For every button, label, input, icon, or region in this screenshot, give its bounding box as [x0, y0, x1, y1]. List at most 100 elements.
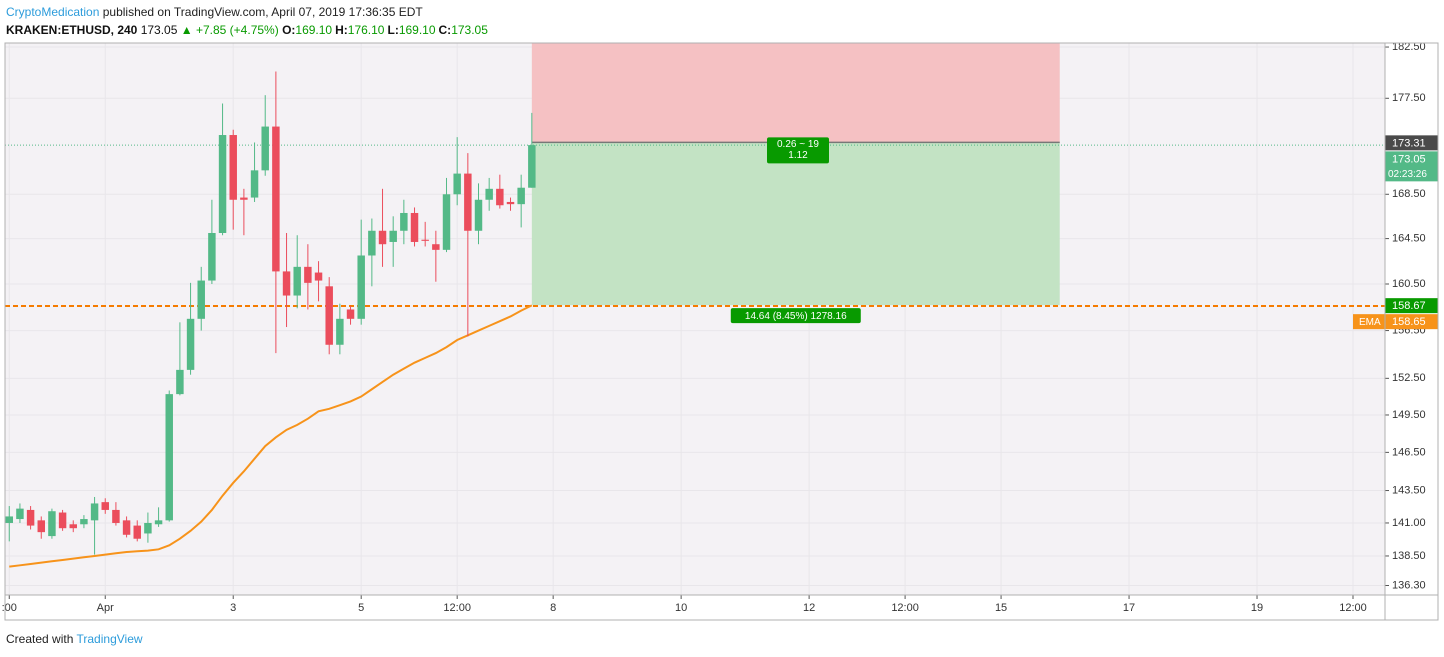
ohlc-value: 176.10 [347, 23, 385, 37]
footer: Created with TradingView [6, 632, 143, 646]
candle-body [410, 212, 419, 242]
x-tick-label: 12:00 [443, 602, 471, 614]
y-tick-label: 138.50 [1392, 550, 1426, 562]
candle-body [432, 244, 440, 250]
candle-body [37, 520, 45, 533]
x-tick-label: Apr [97, 602, 114, 614]
target-zone [531, 142, 1060, 306]
entry-label: 0.26 ~ 19 [777, 139, 819, 150]
candle-body [5, 516, 13, 523]
ohlc-value: 169.10 [398, 23, 436, 37]
price-label: 173.05 [1392, 153, 1426, 165]
candle-body [154, 520, 163, 525]
target-label: 14.64 (8.45%) 1278.16 [745, 311, 847, 322]
created-with: Created with [6, 632, 74, 646]
candle-body [378, 230, 387, 245]
candle-body [485, 188, 493, 200]
change: +7.85 (+4.75%) [195, 23, 279, 37]
author[interactable]: CryptoMedication [6, 5, 100, 19]
frame [4, 42, 1439, 621]
y-tick-label: 146.50 [1392, 446, 1426, 458]
y-tick-label: 141.00 [1392, 517, 1426, 529]
candle-body [58, 512, 67, 529]
y-tick-label: 164.50 [1392, 233, 1426, 245]
x-tick-label: :00 [2, 602, 17, 614]
stop-zone [531, 43, 1060, 143]
ohlc-value: 169.10 [295, 23, 333, 37]
ohlc: O:169.10 H:176.10 L:169.10 C:173.05 [282, 23, 491, 37]
countdown: 02:23:26 [1388, 169, 1427, 180]
candle-body [69, 524, 77, 529]
x-tick-label: 8 [550, 602, 556, 614]
price-label: 173.31 [1392, 137, 1426, 149]
candle-body [282, 271, 291, 296]
candle-body [464, 173, 472, 231]
candle-body [400, 212, 408, 231]
brand[interactable]: TradingView [76, 632, 143, 646]
candle-body [250, 170, 259, 198]
x-tick-label: 12:00 [891, 602, 919, 614]
candle-body [506, 201, 515, 205]
x-tick-label: 12 [803, 602, 815, 614]
up-arrow: ▲ [180, 23, 193, 37]
y-tick-label: 149.50 [1392, 409, 1426, 421]
ohlc-name: H: [335, 23, 348, 37]
candle-body [218, 135, 227, 233]
y-tick-label: 143.50 [1392, 484, 1426, 496]
candle-body [133, 525, 141, 539]
ema-name: EMA [1359, 317, 1381, 328]
candle-body [90, 503, 99, 521]
published: published on TradingView.com, April 07, … [102, 5, 423, 19]
ohlc-name: L: [387, 23, 399, 37]
price-label-box [1385, 135, 1438, 151]
candle-body [314, 272, 323, 281]
x-tick-label: 12:00 [1339, 602, 1367, 614]
plot [5, 43, 1385, 595]
y-tick-label: 177.50 [1392, 92, 1426, 104]
candle-body [144, 522, 152, 534]
chart: 182.50177.50168.50164.50160.50156.50152.… [1, 40, 1439, 621]
ohlc-name: C: [438, 23, 452, 37]
ema-value: 158.65 [1392, 316, 1426, 328]
candle-body [368, 230, 376, 256]
candle-body [528, 145, 536, 188]
candle-body [336, 318, 344, 345]
x-tick-label: 5 [358, 602, 364, 614]
candle-body [389, 230, 397, 242]
x-tick-label: 19 [1251, 602, 1263, 614]
publish-line: CryptoMedication published on TradingVie… [6, 5, 423, 19]
y-tick-label: 168.50 [1392, 188, 1426, 200]
candle-body [48, 511, 56, 537]
candle-body [474, 199, 483, 231]
x-tick-label: 17 [1123, 602, 1135, 614]
price-label-box [1385, 151, 1438, 182]
candle-body [197, 280, 205, 319]
candle-body [16, 508, 24, 520]
ohlc-value: 173.05 [451, 23, 488, 37]
candle-body [112, 509, 120, 523]
candle-body [26, 509, 35, 526]
price-label: 158.67 [1392, 300, 1426, 312]
y-tick-label: 182.50 [1392, 41, 1426, 53]
candle-body [272, 126, 280, 272]
x-tick-label: 15 [995, 602, 1007, 614]
candle-body [517, 187, 525, 205]
candle-body [208, 232, 216, 281]
candle-body [186, 318, 195, 370]
x-tick-label: 10 [675, 602, 687, 614]
candle-body [165, 394, 173, 521]
entry-label-box [767, 137, 829, 164]
candle-body [80, 519, 88, 525]
candle-body [304, 266, 312, 283]
candle-body [122, 520, 131, 535]
y-tick-label: 136.30 [1392, 579, 1426, 591]
price-label-box [1385, 298, 1438, 314]
symbol: KRAKEN:ETHUSD, 240 [6, 23, 138, 37]
candle-body [325, 286, 333, 345]
candle-body [240, 197, 248, 200]
candle-body [101, 502, 109, 510]
candle-body [442, 194, 451, 250]
candle-body [421, 239, 429, 241]
candle-body [176, 369, 184, 395]
